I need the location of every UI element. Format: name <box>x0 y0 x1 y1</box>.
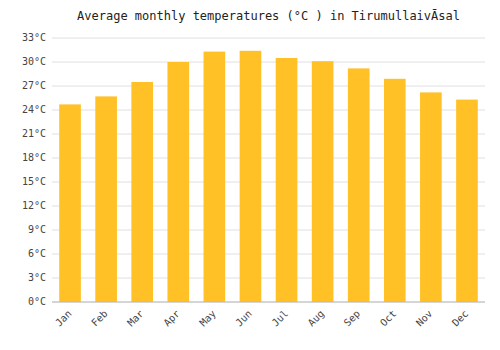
title: Average monthly temperatures (°C ) in Ti… <box>77 9 460 23</box>
y-axis: 0°C 3°C 6°C 9°C 12°C 15°C 18°C 21°C 24°C 27°C 30°C… <box>22 32 46 307</box>
bar <box>95 96 117 302</box>
bar <box>276 58 298 302</box>
bar <box>204 52 226 302</box>
chart: Average monthly temperatures (°C ) in Ti… <box>0 0 500 350</box>
y-tick-label: 0°C <box>28 296 46 307</box>
y-tick-label: 15°C <box>22 176 46 187</box>
x-tick-label: Oct <box>378 308 399 329</box>
y-tick-label: 18°C <box>22 152 46 163</box>
y-tick-label: 3°C <box>28 272 46 283</box>
x-axis: Jan Feb Mar Apr May Jun Jul Aug Sep Oct Nov Dec <box>53 308 470 329</box>
y-tick-label: 33°C <box>22 32 46 43</box>
x-tick-label: Mar <box>125 308 146 329</box>
bar <box>240 51 262 302</box>
y-tick-label: 21°C <box>22 128 46 139</box>
x-axis-line <box>52 302 485 303</box>
grid-line <box>52 38 485 39</box>
x-tick-label: Jun <box>233 308 254 329</box>
x-tick-label: Jul <box>270 308 291 329</box>
y-tick-label: 27°C <box>22 80 46 91</box>
bar <box>384 79 406 302</box>
bar <box>59 104 81 302</box>
x-tick-label: Apr <box>161 308 182 329</box>
grid <box>52 38 485 302</box>
page: {"chart_data": {"type": "bar", "title": … <box>0 0 500 350</box>
x-tick-label: Jan <box>53 308 74 329</box>
x-tick-label: Sep <box>342 308 363 329</box>
x-tick-label: May <box>197 308 218 329</box>
bar <box>456 100 478 302</box>
x-tick-label: Aug <box>306 308 327 329</box>
x-tick-label: Nov <box>414 308 435 329</box>
x-tick-label: Feb <box>89 308 110 329</box>
bar <box>131 82 153 302</box>
y-tick-label: 24°C <box>22 104 46 115</box>
bar <box>312 61 334 302</box>
grid-line <box>52 86 485 87</box>
grid-line <box>52 62 485 63</box>
bar <box>348 68 370 302</box>
y-tick-label: 9°C <box>28 224 46 235</box>
grid-line <box>52 302 485 303</box>
bar <box>420 92 442 302</box>
y-tick-label: 12°C <box>22 200 46 211</box>
y-tick-label: 6°C <box>28 248 46 259</box>
bars <box>59 51 478 302</box>
x-tick-label: Dec <box>450 308 471 329</box>
bar <box>167 62 189 302</box>
y-tick-label: 30°C <box>22 56 46 67</box>
